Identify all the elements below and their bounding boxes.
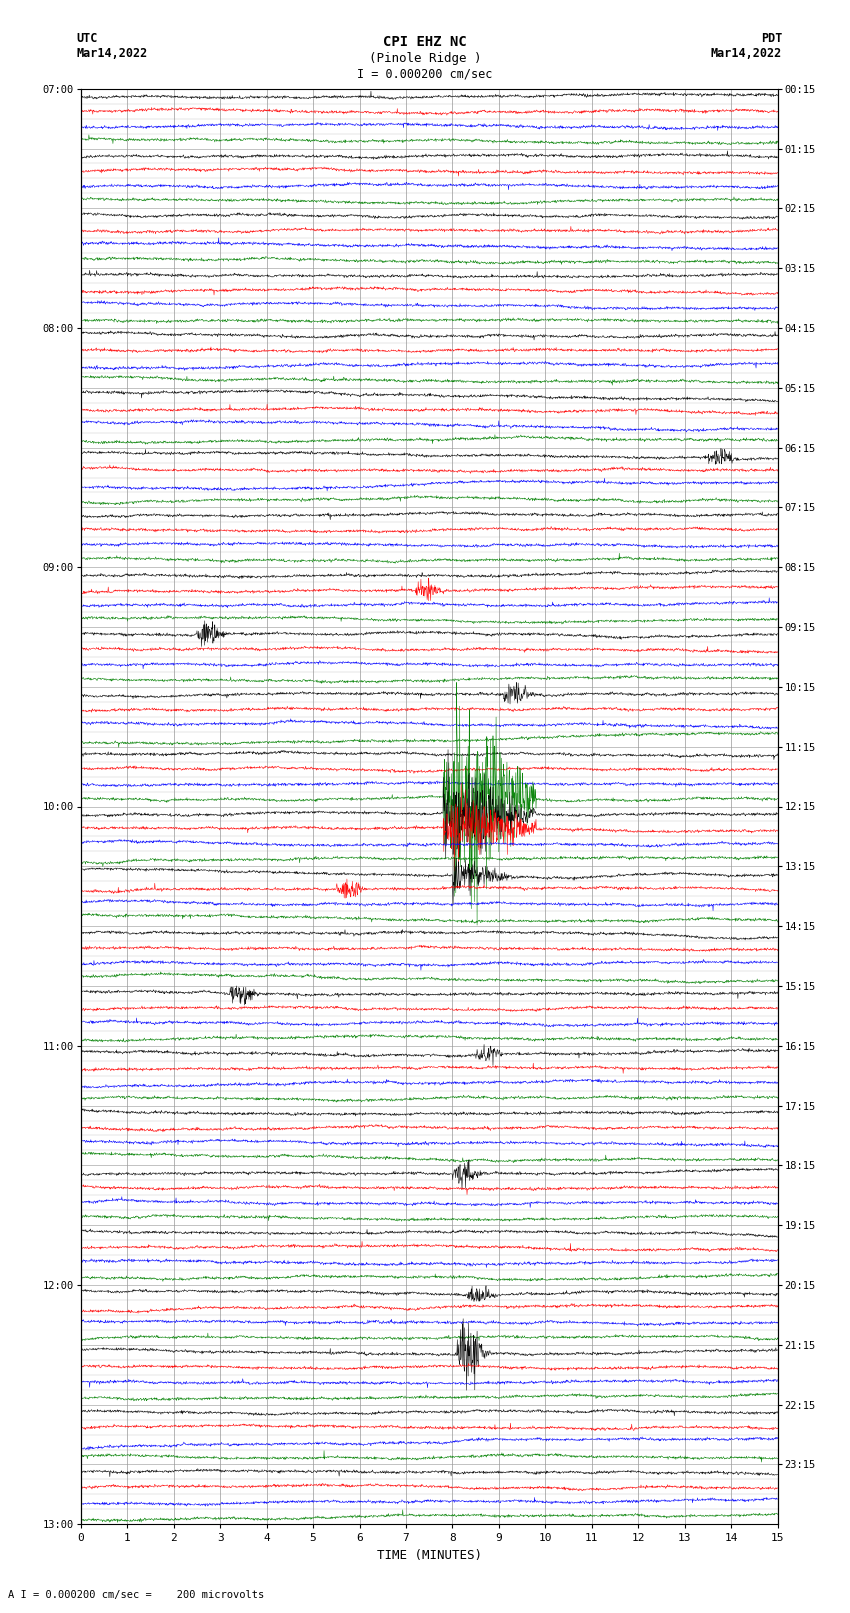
Text: A I = 0.000200 cm/sec =    200 microvolts: A I = 0.000200 cm/sec = 200 microvolts [8, 1590, 264, 1600]
Text: Mar14,2022: Mar14,2022 [76, 47, 148, 60]
Text: Mar14,2022: Mar14,2022 [711, 47, 782, 60]
Text: CPI EHZ NC: CPI EHZ NC [383, 35, 467, 50]
Text: (Pinole Ridge ): (Pinole Ridge ) [369, 52, 481, 65]
Text: I = 0.000200 cm/sec: I = 0.000200 cm/sec [357, 68, 493, 81]
Text: PDT: PDT [761, 32, 782, 45]
X-axis label: TIME (MINUTES): TIME (MINUTES) [377, 1548, 482, 1561]
Text: UTC: UTC [76, 32, 98, 45]
